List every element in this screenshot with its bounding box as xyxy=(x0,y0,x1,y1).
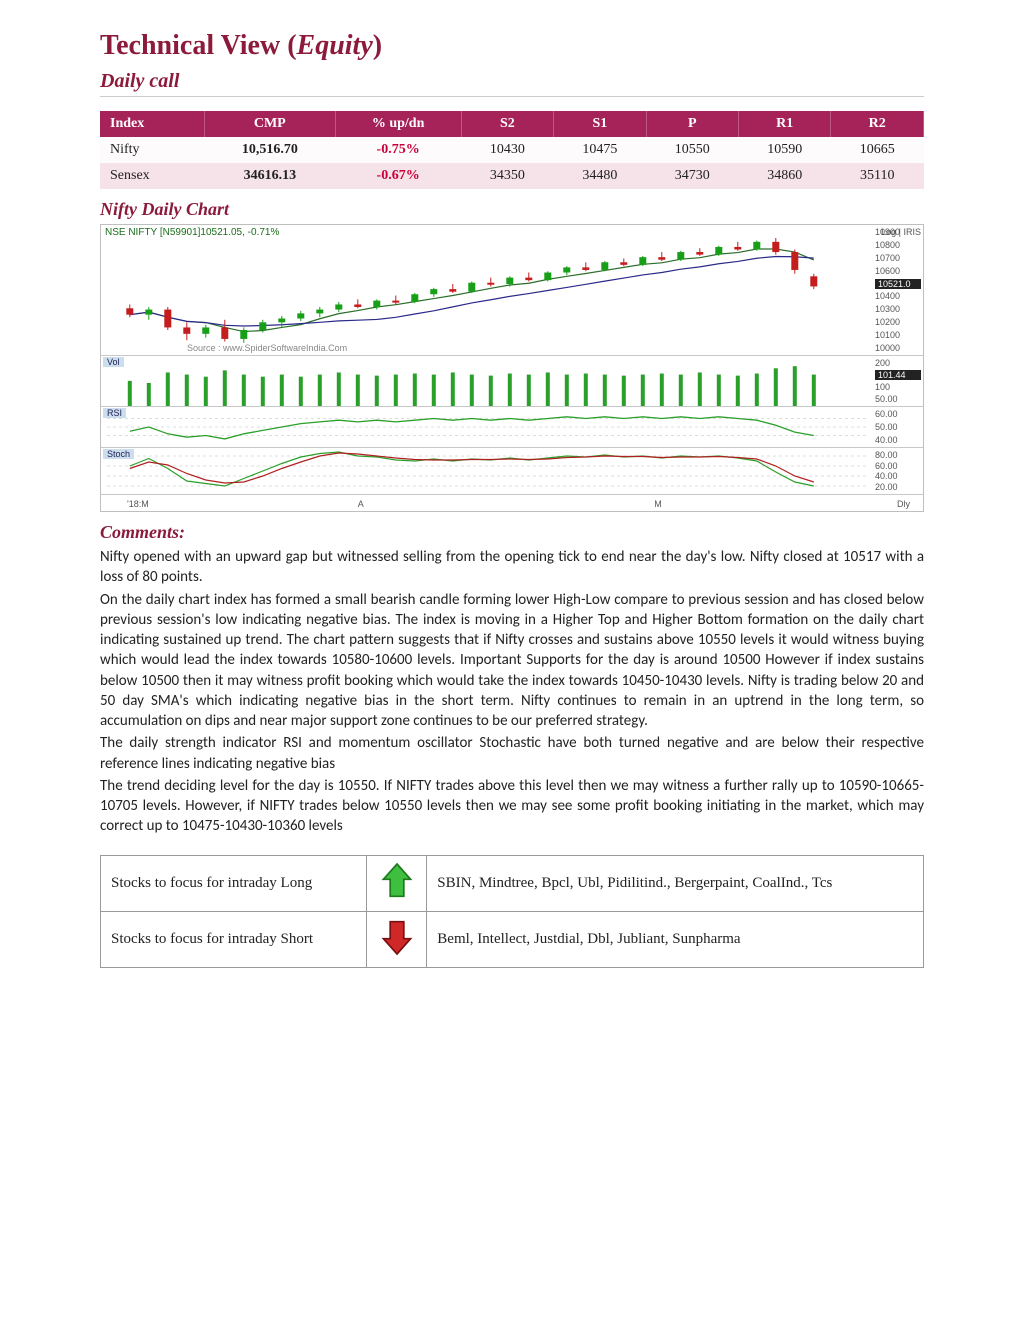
pivot-cell: -0.67% xyxy=(335,163,461,189)
pivot-table: IndexCMP% up/dnS2S1PR1R2 Nifty10,516.70-… xyxy=(100,111,924,189)
rsi-panel: RSI 60.0050.0040.00 xyxy=(101,407,923,448)
pivot-header: % up/dn xyxy=(335,111,461,137)
pivot-cell: 10430 xyxy=(461,137,553,163)
focus-short-label: Stocks to focus for intraday Short xyxy=(101,911,367,967)
volume-panel: Vol 200101.4410050.00 xyxy=(101,356,923,407)
title-part-c: ) xyxy=(373,30,382,61)
pivot-header: Index xyxy=(100,111,205,137)
pivot-cell: 34860 xyxy=(739,163,831,189)
pivot-cell: -0.75% xyxy=(335,137,461,163)
pivot-cell: 10475 xyxy=(554,137,646,163)
pivot-cell: 34350 xyxy=(461,163,553,189)
chart-section-title: Nifty Daily Chart xyxy=(100,199,924,220)
focus-long-label: Stocks to focus for intraday Long xyxy=(101,855,367,911)
focus-short-icon-cell xyxy=(367,911,427,967)
pivot-cell: 34480 xyxy=(554,163,646,189)
focus-long-row: Stocks to focus for intraday Long SBIN, … xyxy=(101,855,924,911)
title-part-b: Equity xyxy=(297,30,373,61)
comment-paragraph: Nifty opened with an upward gap but witn… xyxy=(100,547,924,588)
pivot-header: S2 xyxy=(461,111,553,137)
focus-short-row: Stocks to focus for intraday Short Beml,… xyxy=(101,911,924,967)
subtitle-daily-call: Daily call xyxy=(100,70,924,97)
comments-title: Comments: xyxy=(100,522,924,543)
pivot-header: S1 xyxy=(554,111,646,137)
rsi-panel-label: RSI xyxy=(103,408,126,418)
focus-short-stocks: Beml, Intellect, Justdial, Dbl, Jubliant… xyxy=(427,911,924,967)
comment-paragraph: The trend deciding level for the day is … xyxy=(100,776,924,837)
svg-text:Dly: Dly xyxy=(897,499,910,509)
volume-panel-label: Vol xyxy=(103,357,124,367)
comments-body: Nifty opened with an upward gap but witn… xyxy=(100,547,924,837)
pivot-header: CMP xyxy=(205,111,336,137)
svg-text:A: A xyxy=(358,499,364,509)
stoch-panel-label: Stoch xyxy=(103,449,134,459)
stoch-panel: Stoch 80.0060.0040.0020.00 xyxy=(101,448,923,495)
pivot-cell: Nifty xyxy=(100,137,205,163)
pivot-cell: 34616.13 xyxy=(205,163,336,189)
xaxis-strip: '18:M A M Dly xyxy=(101,495,923,511)
chart-header-text: NSE NIFTY [N59901]10521.05, -0.71% xyxy=(105,227,279,238)
pivot-cell: 10550 xyxy=(646,137,738,163)
svg-text:Source : www.SpiderSoftwareInd: Source : www.SpiderSoftwareIndia.Com xyxy=(187,343,347,353)
svg-text:M: M xyxy=(654,499,662,509)
pivot-cell: 10,516.70 xyxy=(205,137,336,163)
pivot-header: P xyxy=(646,111,738,137)
arrow-up-icon xyxy=(380,862,414,900)
pivot-cell: Sensex xyxy=(100,163,205,189)
svg-text:'18:M: '18:M xyxy=(127,499,149,509)
focus-long-stocks: SBIN, Mindtree, Bpcl, Ubl, Pidilitind., … xyxy=(427,855,924,911)
nifty-chart: NSE NIFTY [N59901]10521.05, -0.71% Log |… xyxy=(100,224,924,512)
pivot-cell: 10665 xyxy=(831,137,924,163)
pivot-cell: 34730 xyxy=(646,163,738,189)
pivot-header: R2 xyxy=(831,111,924,137)
price-panel: NSE NIFTY [N59901]10521.05, -0.71% Log |… xyxy=(101,225,923,356)
focus-table: Stocks to focus for intraday Long SBIN, … xyxy=(100,855,924,968)
focus-long-icon-cell xyxy=(367,855,427,911)
pivot-header: R1 xyxy=(739,111,831,137)
pivot-cell: 10590 xyxy=(739,137,831,163)
arrow-down-icon xyxy=(380,918,414,956)
pivot-row: Nifty10,516.70-0.75%10430104751055010590… xyxy=(100,137,924,163)
pivot-cell: 35110 xyxy=(831,163,924,189)
comment-paragraph: The daily strength indicator RSI and mom… xyxy=(100,733,924,774)
pivot-row: Sensex34616.13-0.67%34350344803473034860… xyxy=(100,163,924,189)
page-title: Technical View (Equity) xyxy=(100,30,924,62)
comment-paragraph: On the daily chart index has formed a sm… xyxy=(100,590,924,732)
title-part-a: Technical View ( xyxy=(100,30,297,61)
